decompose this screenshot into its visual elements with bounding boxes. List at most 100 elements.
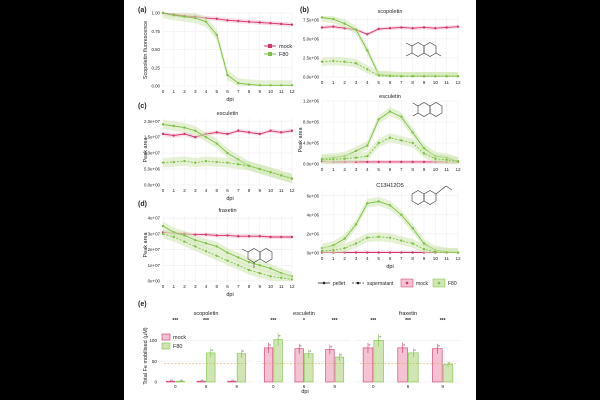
data-point <box>247 20 251 23</box>
data-point <box>280 84 283 87</box>
significance-label: *** <box>405 318 411 324</box>
data-point <box>332 158 335 161</box>
data-point <box>320 249 324 253</box>
chart-e: 0 50 100 scopoletin 0 *** 6 *** 9 esculetin 0 *** 6 *… <box>149 311 460 389</box>
replicate-point <box>368 343 371 346</box>
replicate-point <box>299 344 302 347</box>
y-tick-label: 0.0e+00 <box>303 162 320 167</box>
chart-title: scopoletin <box>378 9 403 15</box>
data-point <box>204 20 208 23</box>
replicate-point <box>309 350 312 353</box>
x-tick-label: 9 <box>258 89 261 94</box>
data-point <box>320 158 324 161</box>
data-point <box>172 235 175 239</box>
data-point <box>366 202 369 205</box>
data-point <box>194 129 197 132</box>
legend-a-mock-swatch <box>268 44 272 48</box>
bar-group-1: esculetin 0 *** 6 * 9 *** <box>258 311 350 389</box>
data-point <box>332 17 335 21</box>
legend-b-pellet-marker <box>322 281 326 285</box>
data-point <box>204 135 208 139</box>
data-point <box>445 158 448 161</box>
data-point <box>161 224 165 228</box>
structure-c13h12o5-icon <box>411 185 453 205</box>
data-point <box>377 141 380 145</box>
data-point <box>366 251 369 254</box>
data-point <box>172 160 175 164</box>
group-title: fraxetin <box>399 311 417 317</box>
y-tick-label: 1.0e+07 <box>144 151 161 156</box>
data-point <box>456 251 460 254</box>
data-point <box>280 174 283 177</box>
x-tick-label: 6 <box>226 284 229 289</box>
x-tick-label: 10 <box>433 80 439 85</box>
data-point <box>411 27 414 30</box>
data-point <box>215 254 218 258</box>
y-tick-label: 3e+07 <box>148 231 161 236</box>
data-point <box>247 83 251 86</box>
data-point <box>320 26 324 29</box>
x-tick-label: 2 <box>343 80 346 85</box>
significance-label: *** <box>370 318 376 324</box>
data-point <box>290 278 294 281</box>
data-point <box>237 19 240 23</box>
data-point <box>161 11 165 15</box>
data-point <box>226 151 229 155</box>
bar-f80 <box>408 352 419 383</box>
data-point <box>215 245 218 248</box>
x-tick-label: 9 <box>258 284 261 289</box>
x-tick-label: 2 <box>343 167 346 172</box>
x-tick-label: 8 <box>411 80 414 85</box>
data-point <box>366 160 369 164</box>
data-point <box>411 131 414 134</box>
replicate-point <box>242 350 244 353</box>
x-tick-label: 8 <box>248 188 251 193</box>
legend-b-f80-label: F80 <box>448 281 457 287</box>
data-point <box>388 136 392 139</box>
x-tick-label: 5 <box>377 167 380 172</box>
data-point <box>290 23 294 26</box>
data-point <box>269 267 272 270</box>
replicate-point <box>379 335 382 338</box>
x-tick-label: 9 <box>258 188 261 193</box>
data-point <box>194 16 197 20</box>
structure-fraxetin-icon <box>241 248 273 268</box>
data-point <box>422 152 426 155</box>
x-tick-label: 7 <box>400 167 403 172</box>
chart-a: 0.000.250.500.751.000 1 2 3 4 5 6 7 8 9 10 11 12 <box>151 11 295 94</box>
data-point <box>343 237 346 240</box>
data-point <box>422 75 426 78</box>
data-point <box>215 17 218 21</box>
x-tick-label: 1 <box>332 256 335 261</box>
data-point <box>194 245 197 248</box>
data-point <box>280 276 283 280</box>
data-point <box>411 141 414 145</box>
replicate-point <box>269 343 271 346</box>
x-tick-label: 3 <box>355 167 358 172</box>
replicate-point <box>171 379 173 382</box>
replicate-point <box>201 379 204 382</box>
data-point <box>343 247 346 250</box>
data-point <box>445 26 448 29</box>
chart-b2: 0.0e+004.0e+058.0e+051.2e+060 1 2 3 4 5 6 7 8 9 10… <box>303 94 461 172</box>
y-tick-label: 4e+07 <box>148 216 161 221</box>
legend-e-mock-label: mock <box>173 335 186 341</box>
data-point <box>183 132 186 136</box>
data-point <box>204 159 208 163</box>
data-point <box>226 234 229 237</box>
significance-label: *** <box>440 318 446 324</box>
group-title: scopoletin <box>194 311 219 317</box>
data-point <box>434 157 437 160</box>
data-point <box>332 248 335 252</box>
x-tick-label: 12 <box>289 284 295 289</box>
legend-e: mock F80 <box>161 333 186 350</box>
x-tick-label: 0 <box>162 89 165 94</box>
x-tick-label: 5 <box>215 284 218 289</box>
data-point <box>290 84 294 87</box>
data-point <box>183 159 186 163</box>
y-tick-label: 5.0e+06 <box>303 36 320 41</box>
significance-label: *** <box>172 318 178 324</box>
x-tick-label: 6 <box>389 167 392 172</box>
x-tick-label: 0 <box>162 188 165 193</box>
